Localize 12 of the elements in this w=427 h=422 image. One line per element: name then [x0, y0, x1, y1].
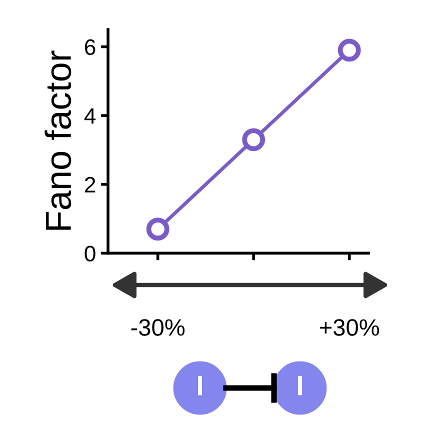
x-tick-label: -30%	[131, 319, 185, 336]
text: I	[298, 376, 302, 396]
x-tick-label: +30%	[320, 319, 380, 336]
y-tick-label: 0	[84, 246, 96, 262]
y-tick-label: 2	[84, 176, 96, 192]
point	[242, 128, 266, 152]
y-tick-label: 6	[84, 39, 96, 56]
text: I	[198, 376, 202, 396]
point	[146, 218, 170, 241]
y-tick-label: 4	[84, 108, 96, 124]
point	[338, 38, 361, 62]
y-axis-title: Fano factor	[44, 50, 72, 230]
